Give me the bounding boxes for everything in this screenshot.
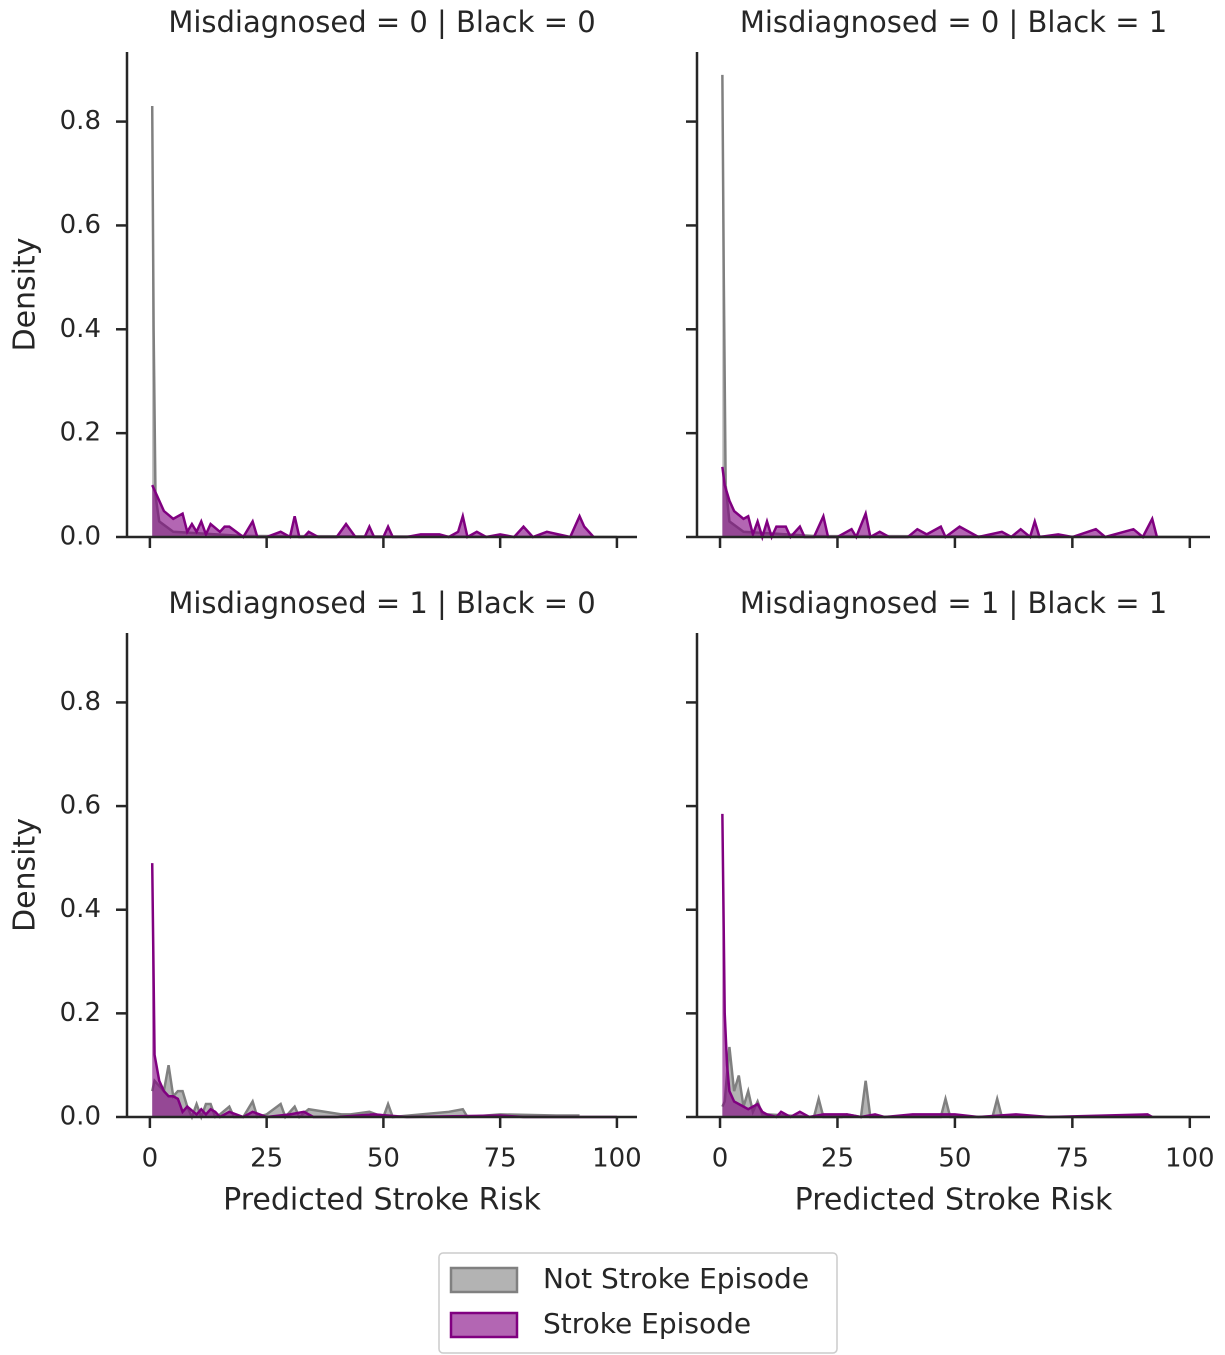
x-tick-label: 50 bbox=[938, 1144, 971, 1174]
density-fill bbox=[722, 466, 1157, 537]
y-tick-label: 0.2 bbox=[60, 418, 101, 448]
x-tick-label: 0 bbox=[142, 1144, 159, 1174]
x-tick-label: 75 bbox=[1056, 1144, 1089, 1174]
density-line bbox=[721, 466, 1159, 542]
x-tick-label: 25 bbox=[250, 1144, 283, 1174]
legend-box bbox=[438, 1252, 838, 1354]
y-tick-label: 0.4 bbox=[60, 894, 101, 924]
y-tick-label: 0.8 bbox=[60, 687, 101, 717]
y-tick-label: 0.8 bbox=[60, 106, 101, 136]
legend-swatch bbox=[449, 1266, 519, 1294]
y-tick-label: 0.4 bbox=[60, 314, 101, 344]
x-tick-label: 50 bbox=[367, 1144, 400, 1174]
x-tick-label: 100 bbox=[1165, 1144, 1215, 1174]
legend-label: Not Stroke Episode bbox=[543, 1262, 809, 1295]
density-fill bbox=[152, 1065, 580, 1117]
x-axis-label: Predicted Stroke Risk bbox=[223, 1183, 541, 1218]
density-line bbox=[150, 863, 617, 1119]
x-tick-label: 100 bbox=[592, 1144, 642, 1174]
legend-swatch bbox=[449, 1311, 519, 1339]
y-tick-label: 0.6 bbox=[60, 210, 101, 240]
panel-title: Misdiagnosed = 0 | Black = 1 bbox=[740, 5, 1167, 39]
y-axis-label: Density bbox=[8, 237, 43, 351]
panel-title: Misdiagnosed = 1 | Black = 1 bbox=[740, 586, 1167, 620]
density-line bbox=[721, 1046, 1190, 1119]
density-line bbox=[721, 813, 1153, 1119]
density-fill bbox=[152, 106, 617, 538]
y-tick-label: 0.2 bbox=[60, 998, 101, 1028]
density-line bbox=[150, 105, 617, 539]
panel-title: Misdiagnosed = 1 | Black = 0 bbox=[168, 586, 595, 620]
density-fill bbox=[722, 813, 1153, 1117]
y-tick-label: 0.6 bbox=[60, 791, 101, 821]
density-line bbox=[721, 74, 1190, 539]
y-tick-label: 0.0 bbox=[60, 522, 101, 552]
density-line bbox=[151, 1064, 580, 1121]
x-tick-label: 25 bbox=[821, 1144, 854, 1174]
density-fill bbox=[152, 863, 617, 1117]
x-axis-label: Predicted Stroke Risk bbox=[795, 1183, 1113, 1218]
legend-label: Stroke Episode bbox=[543, 1307, 751, 1340]
y-tick-label: 0.0 bbox=[60, 1102, 101, 1132]
x-tick-label: 75 bbox=[484, 1144, 517, 1174]
density-line bbox=[151, 484, 595, 539]
density-fill bbox=[722, 1047, 1190, 1117]
density-fill bbox=[722, 74, 1190, 538]
y-axis-label: Density bbox=[8, 818, 43, 932]
panel-title: Misdiagnosed = 0 | Black = 0 bbox=[168, 5, 595, 39]
x-tick-label: 0 bbox=[712, 1144, 729, 1174]
